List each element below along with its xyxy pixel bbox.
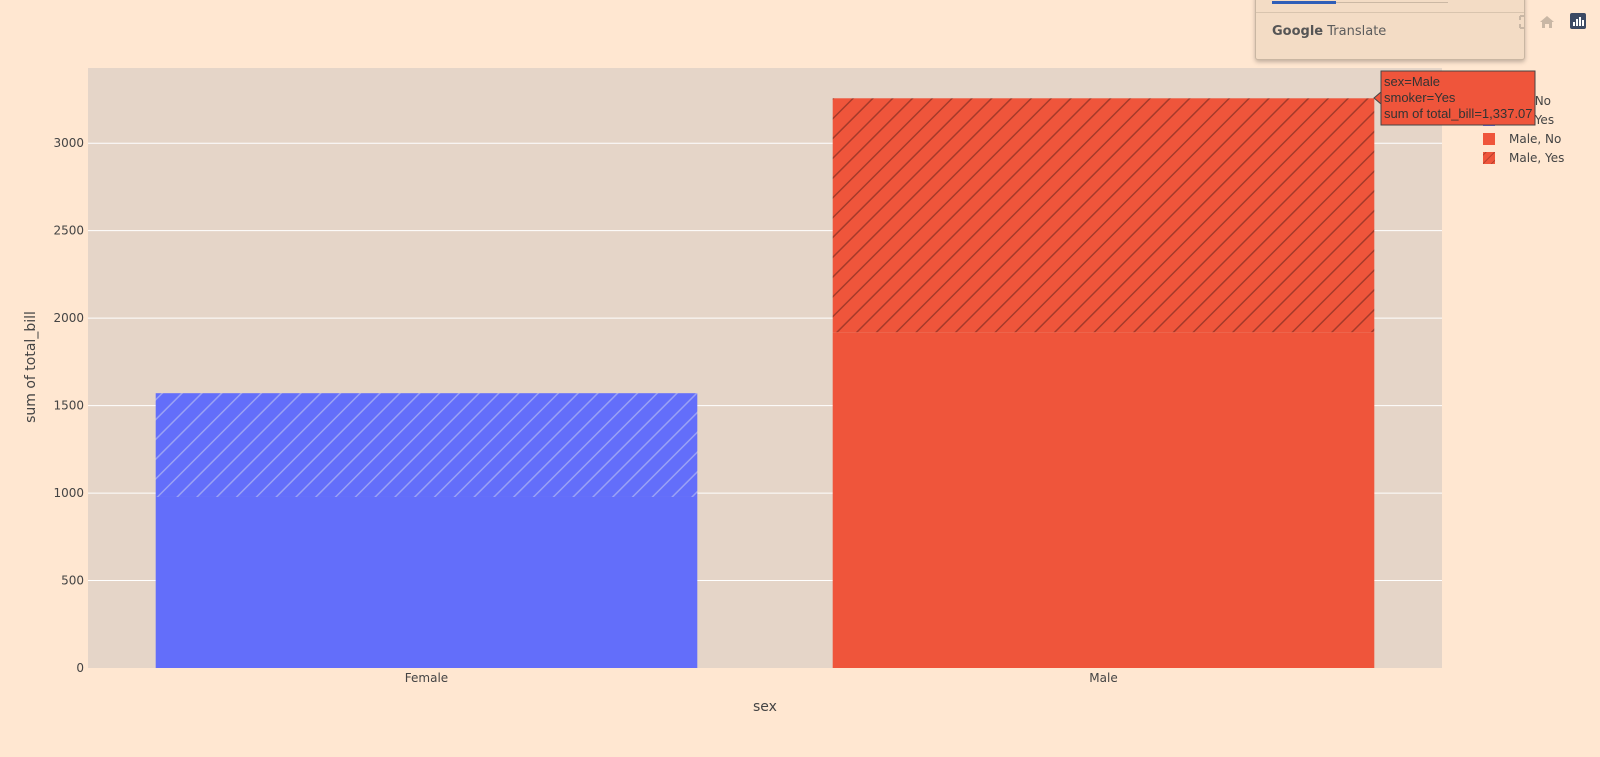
- legend-swatch[interactable]: [1483, 152, 1495, 164]
- popup-active-tab[interactable]: [1272, 1, 1336, 4]
- bar-male-no[interactable]: [832, 332, 1375, 668]
- autoscale-icon[interactable]: [1516, 14, 1532, 30]
- legend-entry-label[interactable]: Male, Yes: [1509, 151, 1564, 165]
- x-tick-label: Female: [405, 671, 448, 685]
- y-tick-label: 1500: [53, 399, 84, 413]
- popup-tab[interactable]: [1336, 2, 1448, 3]
- y-axis-ticks: 0 500 1000 1500 2000 2500 3000: [53, 136, 84, 675]
- y-tick-label: 3000: [53, 136, 84, 150]
- x-axis-title: sex: [753, 699, 777, 715]
- google-translate-popup: Google Translate: [1255, 0, 1525, 60]
- bar-female-no[interactable]: [155, 496, 698, 668]
- bar-female-yes[interactable]: [155, 393, 698, 497]
- y-tick-label: 500: [61, 574, 84, 588]
- x-axis-ticks: Female Male: [405, 671, 1118, 685]
- google-translate-brand: Google Translate: [1272, 24, 1386, 39]
- y-tick-label: 2000: [53, 311, 84, 325]
- legend-swatch[interactable]: [1483, 133, 1495, 145]
- google-logo: Google: [1272, 24, 1324, 39]
- y-axis-title: sum of total_bill: [23, 311, 39, 423]
- popup-divider: [1256, 12, 1524, 13]
- bar-male-yes[interactable]: [832, 98, 1375, 333]
- reset-axes-icon[interactable]: [1539, 14, 1555, 30]
- tooltip-box: [1380, 70, 1536, 126]
- modebar: [1516, 12, 1586, 32]
- y-tick-label: 2500: [53, 224, 84, 238]
- tooltip-line-sex: sex=Male: [1384, 74, 1440, 89]
- tooltip-line-smoker: smoker=Yes: [1384, 90, 1456, 105]
- tooltip-line-sum: sum of total_bill=1,337.07: [1384, 106, 1533, 121]
- legend-entry-label[interactable]: Male, No: [1509, 132, 1561, 146]
- plotly-logo-icon[interactable]: [1570, 13, 1586, 29]
- y-tick-label: 0: [76, 661, 84, 675]
- translate-label: Translate: [1327, 24, 1387, 39]
- bars: [155, 98, 1375, 668]
- x-tick-label: Male: [1089, 671, 1117, 685]
- y-tick-label: 1000: [53, 486, 84, 500]
- hover-tooltip: sex=Male smoker=Yes sum of total_bill=1,…: [1373, 70, 1536, 126]
